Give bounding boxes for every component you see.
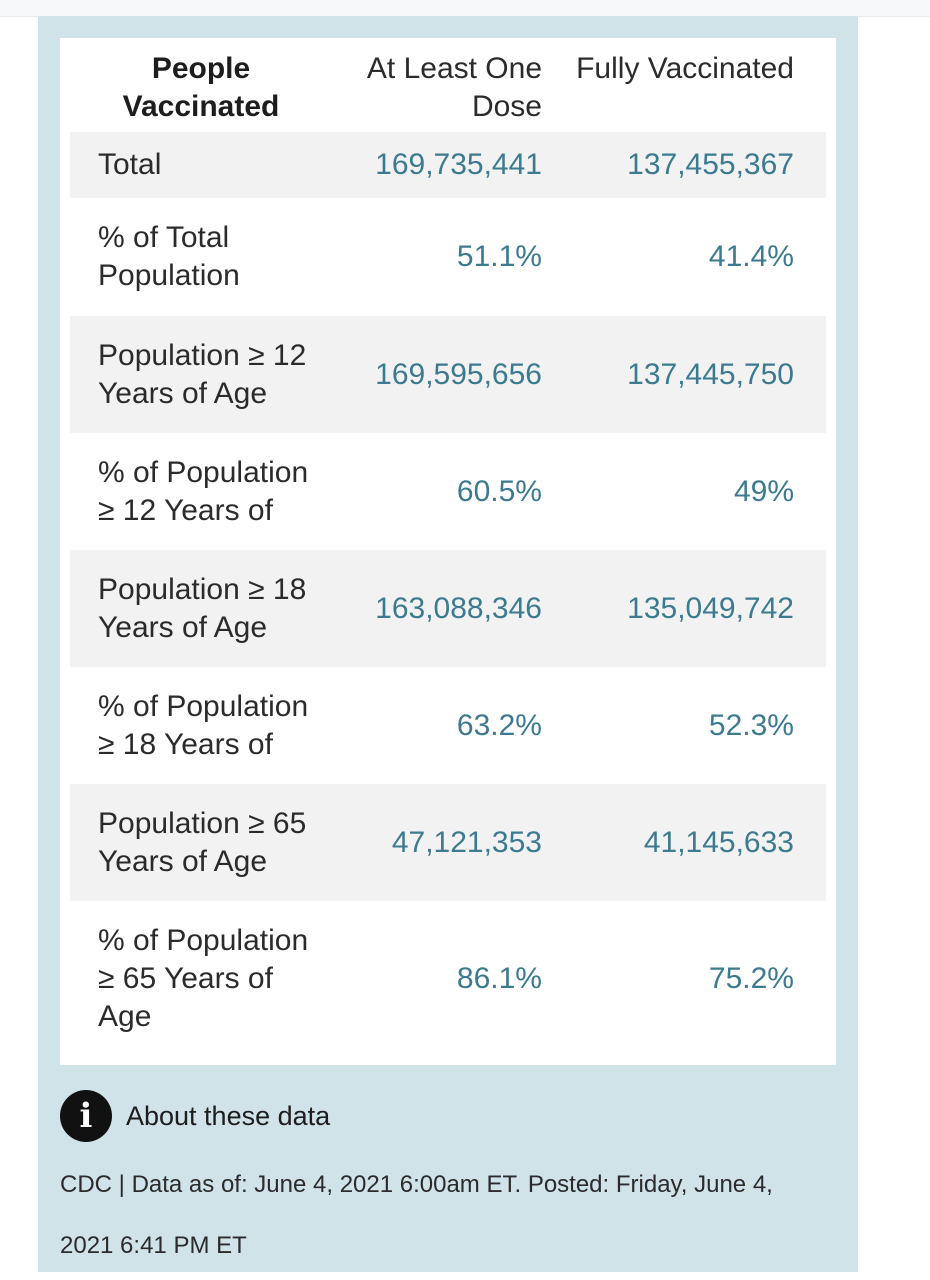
row-label: % of Population ≥ 12 Years of <box>98 455 309 527</box>
vaccination-data-panel: People Vaccinated At Least One Dose Full… <box>38 16 858 1272</box>
table-row: % of Population ≥ 18 Years of 63.2% 52.3… <box>70 667 826 784</box>
data-source-footer: CDC | Data as of: June 4, 2021 6:00am ET… <box>60 1171 773 1259</box>
fully-vaccinated-value: 52.3% <box>708 708 794 742</box>
table-row: % of Population ≥ 65 Years of Age 86.1% … <box>70 901 826 1056</box>
one-dose-value: 86.1% <box>456 961 542 995</box>
header-at-least-one-dose: At Least One Dose <box>366 52 542 123</box>
row-label: Population ≥ 65 Years of Age <box>98 806 307 878</box>
header-fully-vaccinated: Fully Vaccinated <box>576 52 794 85</box>
table-header-row: People Vaccinated At Least One Dose Full… <box>70 38 826 132</box>
one-dose-value: 51.1% <box>456 240 542 273</box>
row-label: % of Total Population <box>98 221 240 292</box>
vaccination-table: People Vaccinated At Least One Dose Full… <box>70 38 826 1056</box>
fully-vaccinated-value: 49% <box>733 474 794 508</box>
fully-vaccinated-value: 41.4% <box>708 240 794 273</box>
row-label: Population ≥ 18 Years of Age <box>98 572 307 644</box>
row-label: Population ≥ 12 Years of Age <box>98 338 307 410</box>
about-these-data-link-group[interactable]: i About these data <box>60 1090 330 1142</box>
one-dose-value: 163,088,346 <box>375 591 542 625</box>
about-these-data-link[interactable]: About these data <box>126 1100 331 1131</box>
one-dose-value: 169,595,656 <box>375 357 542 391</box>
fully-vaccinated-value: 41,145,633 <box>643 825 794 859</box>
one-dose-value: 60.5% <box>456 474 542 508</box>
header-people-vaccinated: People Vaccinated <box>122 52 280 123</box>
one-dose-value: 169,735,441 <box>375 148 542 181</box>
table-row: Population ≥ 18 Years of Age 163,088,346… <box>70 550 826 667</box>
one-dose-value: 47,121,353 <box>391 825 542 859</box>
fully-vaccinated-value: 137,445,750 <box>627 357 794 391</box>
fully-vaccinated-value: 135,049,742 <box>627 591 794 625</box>
table-row: Total 169,735,441 137,455,367 <box>70 132 826 198</box>
vaccination-table-card: People Vaccinated At Least One Dose Full… <box>60 38 836 1065</box>
row-label: % of Population ≥ 65 Years of Age <box>98 923 309 1033</box>
table-row: % of Total Population 51.1% 41.4% <box>70 198 826 316</box>
one-dose-value: 63.2% <box>456 708 542 742</box>
table-row: % of Population ≥ 12 Years of 60.5% 49% <box>70 433 826 550</box>
fully-vaccinated-value: 137,455,367 <box>627 148 794 181</box>
fully-vaccinated-value: 75.2% <box>708 961 794 995</box>
table-row: Population ≥ 12 Years of Age 169,595,656… <box>70 316 826 433</box>
browser-top-edge <box>0 0 930 17</box>
info-icon[interactable]: i <box>60 1090 112 1142</box>
table-row: Population ≥ 65 Years of Age 47,121,353 … <box>70 784 826 901</box>
row-label: % of Population ≥ 18 Years of <box>98 689 309 761</box>
row-label: Total <box>98 148 162 181</box>
